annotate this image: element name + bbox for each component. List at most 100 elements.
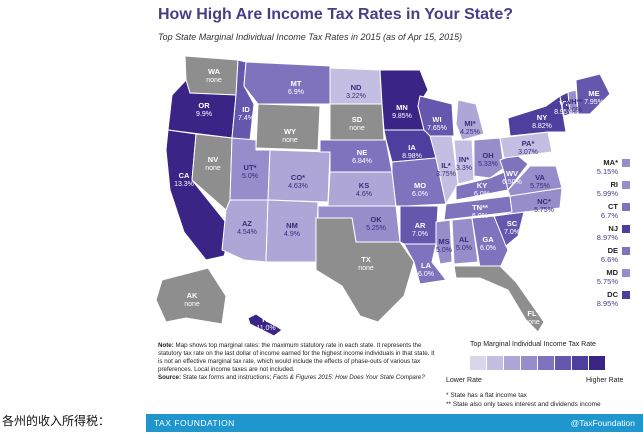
state-shape-in [453, 139, 475, 185]
side-state-abbr: DC [607, 290, 618, 299]
side-state-rate: 8.95% [596, 299, 618, 308]
state-rate-ut: 5.0% [242, 173, 258, 180]
state-rate-vt: 8.95% [554, 109, 574, 116]
state-shape-nh [567, 89, 579, 115]
state-abbr-ca: CA [179, 171, 190, 180]
side-state-rate: 5.99% [596, 189, 618, 198]
state-shape-il [429, 135, 459, 206]
state-abbr-ia: IA [408, 143, 416, 152]
side-state-ma: MA* 5.15% [590, 158, 618, 176]
state-abbr-az: AZ [242, 219, 252, 228]
state-abbr-in: IN* [459, 155, 470, 164]
state-rate-ca: 13.3% [174, 181, 194, 188]
state-rate-ar: 7.0% [412, 231, 428, 238]
state-abbr-ks: KS [359, 181, 369, 190]
state-rate-az: 4.54% [237, 229, 257, 236]
side-state-abbr: DE [607, 246, 618, 255]
state-abbr-co: CO* [291, 173, 305, 182]
state-rate-mo: 6.0% [412, 191, 428, 198]
state-rate-ne: 6.84% [352, 158, 372, 165]
state-rate-mt: 6.9% [288, 89, 304, 96]
state-rate-wi: 7.65% [427, 125, 447, 132]
state-rate-sd: none [349, 125, 365, 132]
state-rate-sc: 7.0% [504, 229, 520, 236]
state-rate-in: 3.3% [456, 165, 472, 172]
side-state-swatch [622, 181, 630, 189]
legend-swatch [589, 356, 605, 370]
state-abbr-tx: TX [361, 255, 371, 264]
state-rate-wa: none [206, 77, 222, 84]
state-rate-ga: 6.0% [480, 245, 496, 252]
side-state-abbr: NJ [608, 224, 618, 233]
state-rate-wy: none [282, 137, 298, 144]
state-rate-tx: none [358, 265, 374, 272]
state-abbr-me: ME [588, 89, 599, 98]
state-abbr-or: OR [198, 101, 210, 110]
map-title: How High Are Income Tax Rates in Your St… [158, 6, 514, 23]
state-rate-al: 5.0% [456, 245, 472, 252]
state-shape-fl [453, 265, 545, 333]
footer-organization: TAX FOUNDATION [154, 418, 235, 428]
state-rate-ak: none [184, 301, 200, 308]
state-rate-hi: 11.0% [256, 325, 275, 332]
state-rate-la: 6.0% [418, 271, 434, 278]
state-rate-oh: 5.33% [478, 161, 498, 168]
side-state-swatch [622, 247, 630, 255]
state-abbr-wy: WY [284, 127, 296, 136]
state-abbr-ut: UT* [244, 163, 257, 172]
state-abbr-oh: OH [482, 151, 493, 160]
state-rate-ok: 5.25% [366, 225, 386, 232]
state-shape-al [451, 217, 479, 265]
state-abbr-id: ID [242, 105, 250, 114]
state-abbr-la: LA [421, 261, 432, 270]
state-rate-me: 7.95% [584, 99, 604, 106]
note-label: Note: [158, 342, 174, 349]
side-state-rate: 5.15% [596, 167, 618, 176]
state-rate-wv: 6.50% [502, 179, 522, 186]
side-state-rate: 6.7% [600, 211, 618, 220]
side-state-swatch [622, 291, 630, 299]
footer-twitter-handle: @TaxFoundation [570, 418, 635, 428]
state-rate-ky: 6.0% [474, 191, 490, 198]
state-abbr-ok: OK [370, 215, 382, 224]
state-rate-va: 5.75% [530, 183, 550, 190]
legend-swatch [555, 356, 571, 370]
legend-swatch [538, 356, 554, 370]
page-caption: 各州的收入所得税： [2, 414, 111, 428]
state-rate-mi: 4.25% [460, 129, 480, 136]
state-shape-mt [243, 61, 331, 105]
source-text: State tax forms and instructions; [182, 374, 272, 381]
side-state-rate: 6.6% [600, 255, 618, 264]
state-abbr-fl: FL [527, 309, 537, 318]
state-abbr-nm: NM [286, 221, 298, 230]
state-abbr-wv: WV [506, 169, 518, 178]
state-rate-ia: 8.98% [402, 153, 422, 160]
legend-swatch [572, 356, 588, 370]
state-abbr-va: VA [535, 173, 545, 182]
state-abbr-nd: ND [351, 83, 362, 92]
state-rate-nh: 5.0% [566, 107, 582, 114]
side-state-dc: DC 8.95% [590, 290, 618, 308]
footnote-interest-dividends: ** State also only taxes interest and di… [446, 401, 601, 408]
side-state-swatch [622, 159, 630, 167]
state-abbr-mo: MO [414, 181, 426, 190]
state-shape-ms [435, 219, 453, 265]
state-abbr-pa: PA* [522, 139, 535, 148]
state-shape-tx [315, 217, 415, 323]
side-state-swatch [622, 269, 630, 277]
state-shape-hi [247, 313, 283, 337]
state-rate-pa: 3.07% [518, 149, 538, 156]
state-shape-mi [455, 99, 485, 141]
map-subtitle: Top State Marginal Individual Income Tax… [158, 32, 463, 42]
legend-low-label: Lower Rate [446, 377, 482, 384]
source-label: Source: [158, 374, 182, 381]
legend-swatch [521, 356, 537, 370]
legend-title: Top Marginal Individual Income Tax Rate [470, 341, 596, 348]
state-abbr-ar: AR [415, 221, 426, 230]
state-rate-id: 7.4% [238, 115, 254, 122]
state-abbr-wi: WI [432, 115, 441, 124]
state-abbr-mi: MI* [464, 119, 475, 128]
state-abbr-ne: NE [357, 148, 367, 157]
